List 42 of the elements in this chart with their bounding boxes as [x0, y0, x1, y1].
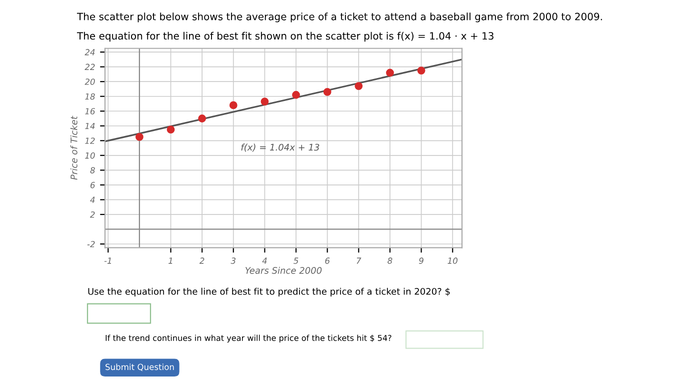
x-tick-label: 5 [294, 258, 298, 264]
y-tick-label: 2 [90, 211, 95, 218]
x-tick-label: 2 [199, 258, 204, 264]
y-tick-label: 8 [90, 167, 95, 174]
point [417, 66, 426, 74]
y-tick-label: 14 [85, 122, 95, 130]
x-tick-label: 9 [419, 258, 424, 264]
point [354, 82, 363, 90]
point [135, 133, 144, 141]
chart-title: The scatter plot below shows the average price of a ticket to attend a baseball game from 2000 to 2009. [76, 12, 602, 22]
y-tick-label: 10 [85, 152, 95, 159]
point [260, 98, 269, 106]
y-tick-label: 6 [90, 182, 95, 188]
x-tick-label: 1 [168, 258, 172, 264]
point [198, 114, 206, 122]
y-tick-label: 22 [84, 64, 95, 70]
y-tick-label: -2 [87, 240, 95, 248]
y-tick-label: 4 [90, 196, 95, 203]
x-tick-label: -1 [104, 258, 112, 264]
x-tick-label: 3 [230, 258, 236, 264]
x-tick-label: 10 [448, 258, 458, 264]
y-tick-label: 16 [85, 108, 95, 114]
point [166, 126, 175, 134]
x-tick-label: 8 [388, 258, 392, 264]
text: Use the equation for the line of best fit to predict the price of a ticket in 2020? $ [88, 288, 450, 297]
text: Submit Question [106, 364, 174, 372]
x-axis-title: Years Since 2000 [245, 266, 322, 274]
annotation: f(x) = 1.04x + 13 [241, 144, 320, 152]
y-axis-title: Price of Ticket [70, 116, 78, 180]
point [292, 90, 300, 99]
text: If the trend continues in what year will the price of the tickets hit $ 54? [106, 334, 392, 343]
y-tick-label: 24 [84, 49, 95, 56]
x-tick-label: 7 [356, 258, 362, 264]
y-tick-label: 18 [85, 93, 95, 100]
chart-subtitle: The equation for the line of best fit shown on the scatter plot is f(x) = 1.04 · x + 13 [76, 32, 494, 42]
x-tick-label: 4 [262, 258, 267, 264]
y-tick-label: 12 [85, 138, 95, 144]
point [386, 68, 394, 77]
point [323, 88, 332, 96]
y-tick-label: 20 [84, 78, 95, 85]
x-tick-label: 6 [325, 258, 330, 264]
point [229, 101, 238, 110]
